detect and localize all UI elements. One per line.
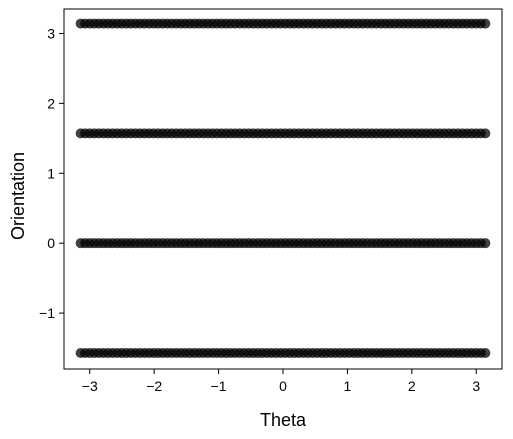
data-point bbox=[480, 347, 491, 358]
y-tick-label: 3 bbox=[47, 25, 55, 41]
data-point bbox=[480, 128, 491, 139]
points-layer bbox=[75, 18, 491, 358]
x-tick-label: −2 bbox=[146, 378, 162, 394]
x-tick-label: 2 bbox=[408, 378, 416, 394]
data-point bbox=[480, 18, 491, 29]
x-tick-label: −3 bbox=[82, 378, 98, 394]
data-point bbox=[480, 238, 491, 249]
x-axis-ticks: −3 −2 −1 0 1 2 3 bbox=[82, 369, 480, 394]
x-tick-label: −1 bbox=[211, 378, 227, 394]
plot-background bbox=[64, 9, 502, 369]
x-axis-title: Theta bbox=[260, 410, 307, 430]
x-tick-label: 1 bbox=[344, 378, 352, 394]
y-tick-label: 0 bbox=[47, 235, 55, 251]
y-tick-label: 1 bbox=[47, 165, 55, 181]
y-tick-label: 2 bbox=[47, 95, 55, 111]
x-tick-label: 0 bbox=[279, 378, 287, 394]
x-tick-label: 3 bbox=[472, 378, 480, 394]
y-axis-ticks: −1 0 1 2 3 bbox=[39, 25, 64, 321]
y-axis-title: Orientation bbox=[8, 152, 28, 240]
y-tick-label: −1 bbox=[39, 305, 55, 321]
